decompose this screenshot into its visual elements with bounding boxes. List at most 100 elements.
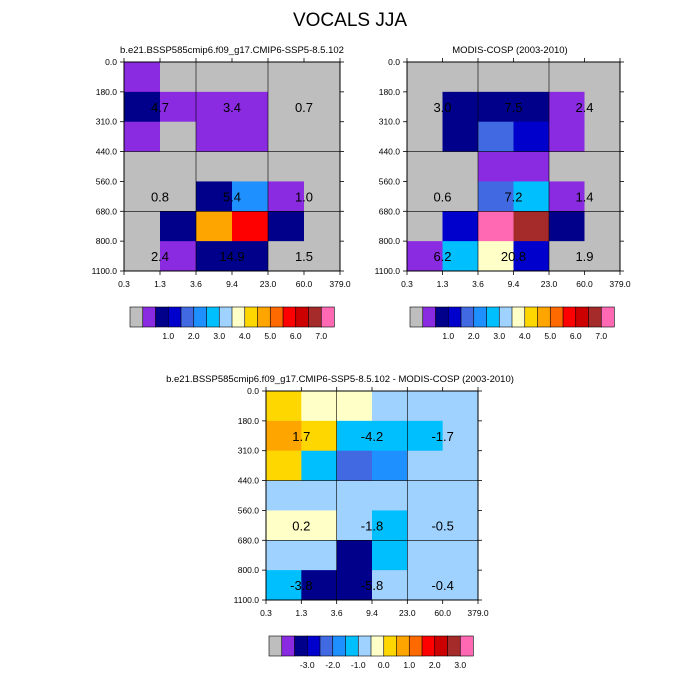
x-tick-label: 23.0: [541, 279, 558, 289]
heatmap-cell: [232, 211, 269, 242]
colorbar-swatch: [511, 306, 526, 328]
colorbar-swatch: [268, 635, 283, 657]
colorbar-label: 3.0: [213, 331, 225, 341]
colorbar-swatch: [294, 635, 308, 657]
colorbar-swatch: [422, 306, 437, 328]
cell-value-label: 0.7: [295, 100, 313, 115]
heatmap-cell: [268, 62, 305, 93]
x-tick-label: 23.0: [260, 279, 277, 289]
heatmap-cell: [232, 241, 269, 272]
heatmap-panel-3: 1.7 -4.2 -1.7 0.2 -1.8 -0.5 -3.8 -5.8 -0.4 0.0 180…: [234, 386, 489, 670]
heatmap-cell: [301, 570, 338, 601]
heatmap-cell: [266, 450, 302, 482]
x-tick-label: 3.6: [190, 279, 202, 289]
heatmap-cell: [442, 62, 479, 93]
x-tick-label: 23.0: [399, 608, 416, 618]
heatmap-cell: [407, 480, 444, 511]
heatmap-cell: [336, 570, 373, 601]
x-tick-label: 379.0: [467, 608, 489, 618]
heatmap-cell: [407, 241, 443, 272]
heatmap-cell: [549, 62, 585, 93]
heatmap-cell: [160, 121, 197, 153]
y-tick-label: 680.0: [96, 206, 118, 216]
colorbar-swatch: [562, 306, 577, 328]
y-tick-label: 310.0: [379, 117, 401, 127]
heatmap-cell: [513, 91, 550, 123]
colorbar-label: 2.0: [429, 660, 441, 670]
y-tick-label: 680.0: [238, 535, 260, 545]
cell-value-label: -0.4: [431, 578, 453, 593]
cell-value-label: -1.7: [431, 429, 453, 444]
heatmap-cell: [442, 540, 479, 571]
colorbar-swatch: [155, 306, 169, 328]
colorbar-swatch: [460, 306, 475, 328]
colorbar-swatch: [295, 306, 310, 328]
colorbar-label: 7.0: [315, 331, 327, 341]
heatmap-cell: [336, 480, 373, 511]
x-tick-label: 379.0: [329, 279, 351, 289]
heatmap-cell: [124, 211, 161, 242]
cell-value-label: -3.8: [290, 578, 312, 593]
y-tick-label: 180.0: [379, 87, 401, 97]
colorbar-swatch: [447, 635, 461, 657]
colorbar-swatch: [218, 306, 233, 328]
y-tick-label: 560.0: [379, 176, 401, 186]
colorbar-label: 5.0: [264, 331, 276, 341]
colorbar-label: 2.0: [468, 331, 480, 341]
heatmap-cell: [584, 91, 621, 123]
cell-value-label: 2.4: [151, 249, 169, 264]
cell-value-label: 14.9: [219, 249, 244, 264]
colorbar-swatch: [600, 306, 615, 328]
heatmap-cell: [407, 151, 443, 182]
heatmap-cell: [442, 181, 479, 212]
colorbar-label: 2.0: [188, 331, 200, 341]
heatmap-cell: [372, 540, 408, 571]
colorbar-swatch: [167, 306, 182, 328]
colorbar-swatch: [524, 306, 539, 328]
y-tick-label: 1100.0: [92, 266, 118, 276]
colorbar-label: 4.0: [239, 331, 251, 341]
heatmap-cell: [442, 151, 479, 182]
heatmap-cell: [584, 151, 621, 182]
colorbar-label: 5.0: [544, 331, 556, 341]
heatmap-cell: [266, 570, 302, 601]
heatmap-cell: [304, 151, 341, 182]
colorbar-swatch: [281, 635, 296, 657]
colorbar-swatch: [244, 306, 259, 328]
colorbar-swatch: [180, 306, 195, 328]
colorbar-swatch: [486, 306, 500, 328]
cell-value-label: 0.8: [151, 189, 169, 204]
heatmap-cell: [513, 211, 550, 242]
heatmap-cell: [407, 121, 443, 153]
heatmap-cell: [478, 62, 514, 93]
colorbar-swatch: [396, 635, 410, 657]
colorbar-swatch: [549, 306, 564, 328]
heatmap-cell: [478, 211, 514, 242]
heatmap-cell: [442, 391, 479, 422]
cell-value-label: 0.2: [292, 518, 310, 533]
colorbar-swatch: [231, 306, 246, 328]
cell-value-label: -4.2: [361, 429, 383, 444]
heatmap-cell: [301, 420, 338, 452]
y-tick-label: 0.0: [247, 386, 259, 396]
x-tick-label: 0.3: [401, 279, 413, 289]
cell-value-label: 5.4: [223, 189, 241, 204]
cell-value-label: 20.8: [501, 249, 526, 264]
heatmap-cell: [407, 510, 444, 541]
colorbar-swatch: [409, 306, 424, 328]
y-tick-label: 1100.0: [375, 266, 401, 276]
colorbar-swatch: [408, 635, 423, 657]
cell-value-label: 7.2: [504, 189, 522, 204]
heatmap-cell: [304, 121, 341, 153]
heatmap-cell: [513, 241, 550, 272]
colorbar-swatch: [282, 306, 297, 328]
y-tick-label: 800.0: [238, 565, 260, 575]
heatmap-cell: [124, 121, 161, 153]
heatmap-cell: [407, 211, 443, 242]
colorbar-label: 3.0: [454, 660, 466, 670]
colorbar-swatch: [257, 306, 271, 328]
colorbar-label: 0.0: [378, 660, 390, 670]
cell-value-label: 4.7: [151, 100, 169, 115]
colorbar-swatch: [421, 635, 436, 657]
heatmap-cell: [407, 420, 444, 452]
